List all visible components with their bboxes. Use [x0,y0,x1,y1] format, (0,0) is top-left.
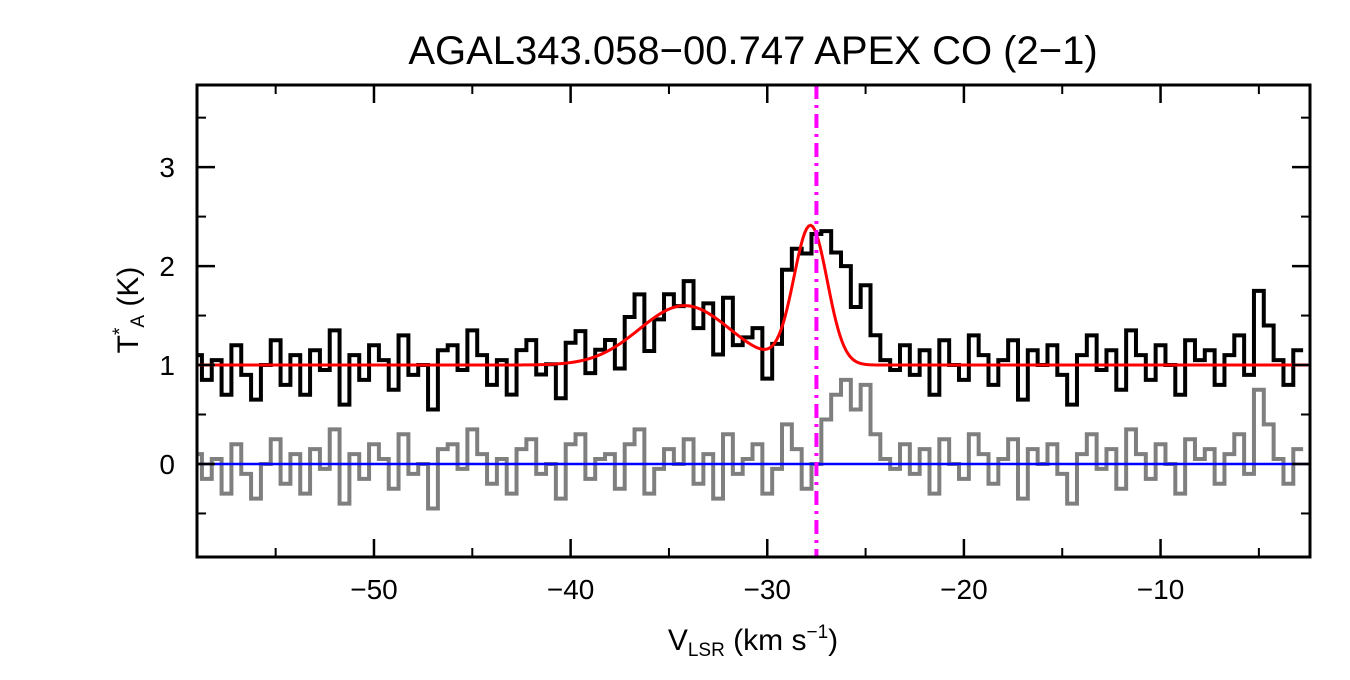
x-tick-label: −20 [940,574,988,605]
residual-line [197,377,1304,511]
plot-frame [195,83,1312,559]
spectrum-line [197,229,1304,412]
chart-title: AGAL343.058−00.747 APEX CO (2−1) [408,29,1097,73]
fit-line [197,223,1309,367]
x-tick-label: −10 [1137,574,1185,605]
x-tick-label: −40 [547,574,595,605]
x-tick-label: −50 [350,574,398,605]
y-tick-label: 3 [159,152,175,183]
y-tick-label: 2 [159,251,175,282]
y-tick-label: 0 [159,449,175,480]
series-group [197,85,1310,557]
axis-ticks: −50 −40 −30 −20 −10 0 1 2 3 [159,85,1310,605]
x-axis-label: VLSR (km s−1) [668,622,838,661]
y-tick-label: 1 [159,350,175,381]
y-axis-label: T*A (K) [110,267,149,354]
plot-area [195,83,1312,559]
x-tick-label: −30 [744,574,792,605]
